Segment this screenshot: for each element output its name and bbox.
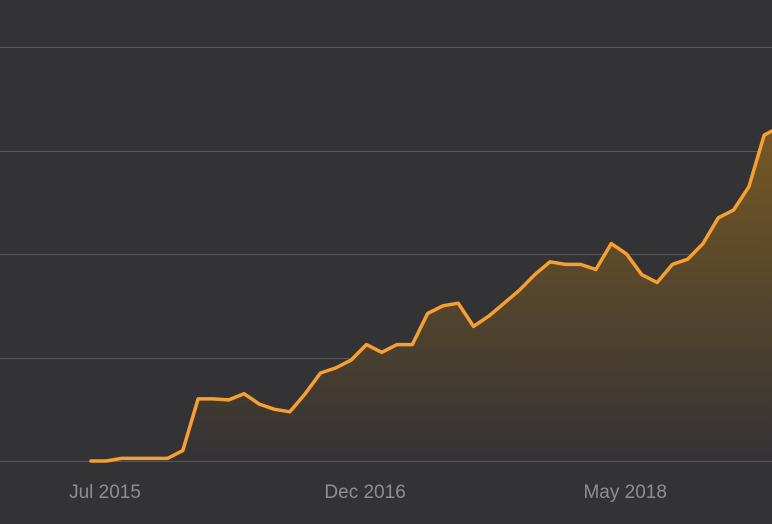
series-line [89,129,772,463]
x-tick-label: May 2018 [583,482,666,503]
series-area [91,131,772,461]
series-line-group [89,129,772,463]
area-fill [91,131,772,461]
x-axis-ticks: Jul 2015 Dec 2016 May 2018 [69,482,667,503]
x-tick-label: Dec 2016 [324,482,405,503]
x-tick-label: Jul 2015 [69,482,141,503]
